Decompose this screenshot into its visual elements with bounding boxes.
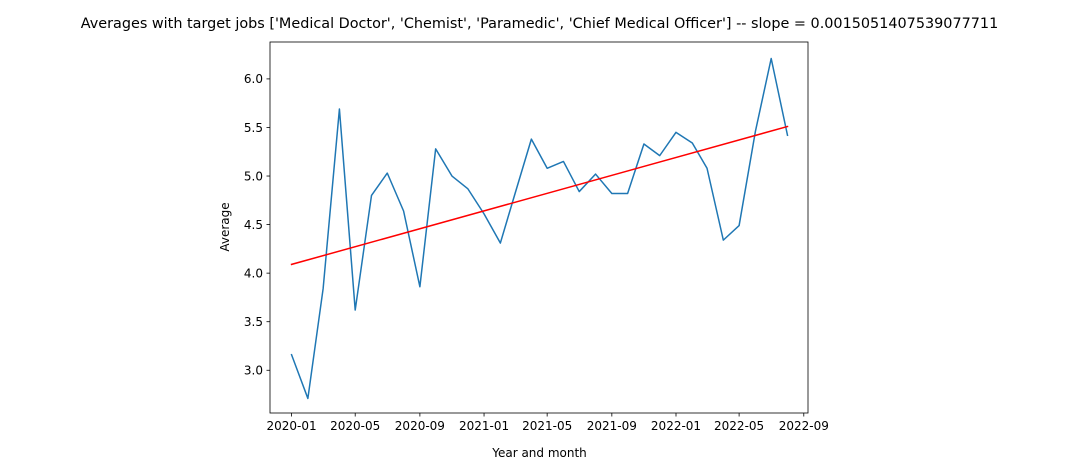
x-axis-title: Year and month <box>491 446 587 460</box>
x-tick-label: 2022-09 <box>779 419 829 433</box>
y-tick-label: 4.0 <box>244 266 263 280</box>
x-axis: 2020-01 2020-05 2020-09 2021-01 2021-05 2021-… <box>266 413 828 433</box>
y-axis: 3.0 3.5 4.0 4.5 5.0 5.5 6.0 <box>244 72 270 377</box>
y-tick-label: 6.0 <box>244 72 263 86</box>
y-tick-label: 3.0 <box>244 364 263 378</box>
x-tick-label: 2020-09 <box>395 419 445 433</box>
y-tick-label: 5.5 <box>244 121 263 135</box>
x-tick-label: 2021-01 <box>459 419 509 433</box>
x-tick-label: 2022-01 <box>651 419 701 433</box>
x-tick-label: 2021-09 <box>587 419 637 433</box>
y-tick-label: 3.5 <box>244 315 263 329</box>
x-tick-label: 2022-05 <box>714 419 764 433</box>
y-tick-label: 5.0 <box>244 169 263 183</box>
x-tick-label: 2020-01 <box>266 419 316 433</box>
plot-frame <box>270 42 808 413</box>
x-tick-label: 2020-05 <box>330 419 380 433</box>
series-line-1 <box>292 59 788 399</box>
x-tick-label: 2021-05 <box>522 419 572 433</box>
plot-area <box>270 42 808 413</box>
chart-title: Averages with target jobs ['Medical Doct… <box>81 16 999 32</box>
y-axis-title: Average <box>218 202 232 251</box>
y-tick-label: 4.5 <box>244 218 263 232</box>
